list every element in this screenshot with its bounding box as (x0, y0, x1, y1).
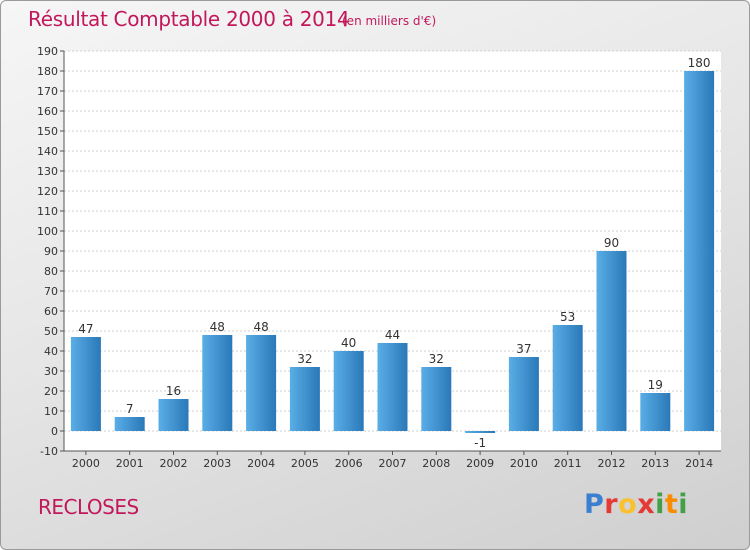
y-tick-label: 160 (37, 105, 58, 118)
data-label-2014: 180 (688, 56, 711, 70)
x-tick-label: 2002 (160, 457, 188, 470)
bar-2004 (246, 335, 277, 431)
x-tick-label: 2005 (291, 457, 319, 470)
bar-2013 (640, 393, 671, 431)
x-tick-label: 2006 (335, 457, 363, 470)
data-label-2000: 47 (78, 322, 93, 336)
data-label-2012: 90 (604, 236, 619, 250)
y-tick-label: 20 (44, 385, 58, 398)
data-label-2005: 32 (297, 352, 312, 366)
x-tick-label: 2001 (116, 457, 144, 470)
data-label-2002: 16 (166, 384, 181, 398)
bar-2014 (684, 71, 715, 431)
bar-2009 (465, 431, 496, 433)
logo-letter: i (655, 489, 665, 520)
data-label-2011: 53 (560, 310, 575, 324)
y-tick-label: 130 (37, 165, 58, 178)
x-tick-label: 2004 (247, 457, 275, 470)
bar-2005 (289, 367, 320, 431)
y-tick-label: 30 (44, 365, 58, 378)
y-tick-label: 150 (37, 125, 58, 138)
chart-subtitle: (en milliers d'€) (342, 14, 437, 28)
bar-2010 (508, 357, 539, 431)
y-tick-label: 80 (44, 265, 58, 278)
y-tick-label: 50 (44, 325, 58, 338)
y-tick-label: 190 (37, 45, 58, 58)
logo-letter: r (604, 489, 619, 520)
y-tick-label: 120 (37, 185, 58, 198)
bar-2012 (596, 251, 627, 431)
y-tick-label: 0 (51, 425, 58, 438)
commune-name: RECLOSES (38, 495, 139, 519)
data-label-2001: 7 (126, 402, 134, 416)
y-tick-label: 170 (37, 85, 58, 98)
data-label-2010: 37 (516, 342, 531, 356)
bar-2011 (552, 325, 583, 431)
x-tick-label: 2011 (554, 457, 582, 470)
bar-2002 (158, 399, 189, 431)
data-label-2013: 19 (648, 378, 663, 392)
y-tick-label: 100 (37, 225, 58, 238)
data-label-2008: 32 (429, 352, 444, 366)
logo-letter: o (618, 489, 638, 520)
x-tick-label: 2000 (72, 457, 100, 470)
y-tick-label: 10 (44, 405, 58, 418)
x-tick-label: 2014 (685, 457, 713, 470)
y-tick-label: -10 (40, 445, 58, 458)
data-label-2003: 48 (210, 320, 225, 334)
y-tick-label: 70 (44, 285, 58, 298)
data-label-2006: 40 (341, 336, 356, 350)
x-tick-label: 2009 (466, 457, 494, 470)
x-tick-label: 2008 (422, 457, 450, 470)
logo-letter: x (637, 489, 656, 520)
x-tick-label: 2003 (203, 457, 231, 470)
proxiti-logo[interactable]: Proxiti (584, 489, 688, 520)
x-tick-label: 2013 (641, 457, 669, 470)
logo-letter: i (678, 489, 689, 520)
data-label-2007: 44 (385, 328, 400, 342)
y-tick-label: 40 (44, 345, 58, 358)
y-tick-label: 60 (44, 305, 58, 318)
logo-letter: t (664, 489, 679, 520)
y-tick-label: 180 (37, 65, 58, 78)
y-tick-label: 140 (37, 145, 58, 158)
bar-2007 (377, 343, 408, 431)
bar-2008 (421, 367, 452, 431)
logo-letter: P (584, 489, 605, 520)
data-label-2004: 48 (253, 320, 268, 334)
data-label-2009: -1 (474, 436, 486, 450)
x-tick-label: 2007 (379, 457, 407, 470)
y-tick-label: 90 (44, 245, 58, 258)
chart-title: Résultat Comptable 2000 à 2014 (28, 7, 350, 31)
x-tick-label: 2012 (598, 457, 626, 470)
bar-2000 (70, 337, 101, 431)
bar-2006 (333, 351, 364, 431)
x-tick-label: 2010 (510, 457, 538, 470)
bar-2001 (114, 417, 145, 431)
bar-2003 (202, 335, 233, 431)
y-tick-label: 110 (37, 205, 58, 218)
